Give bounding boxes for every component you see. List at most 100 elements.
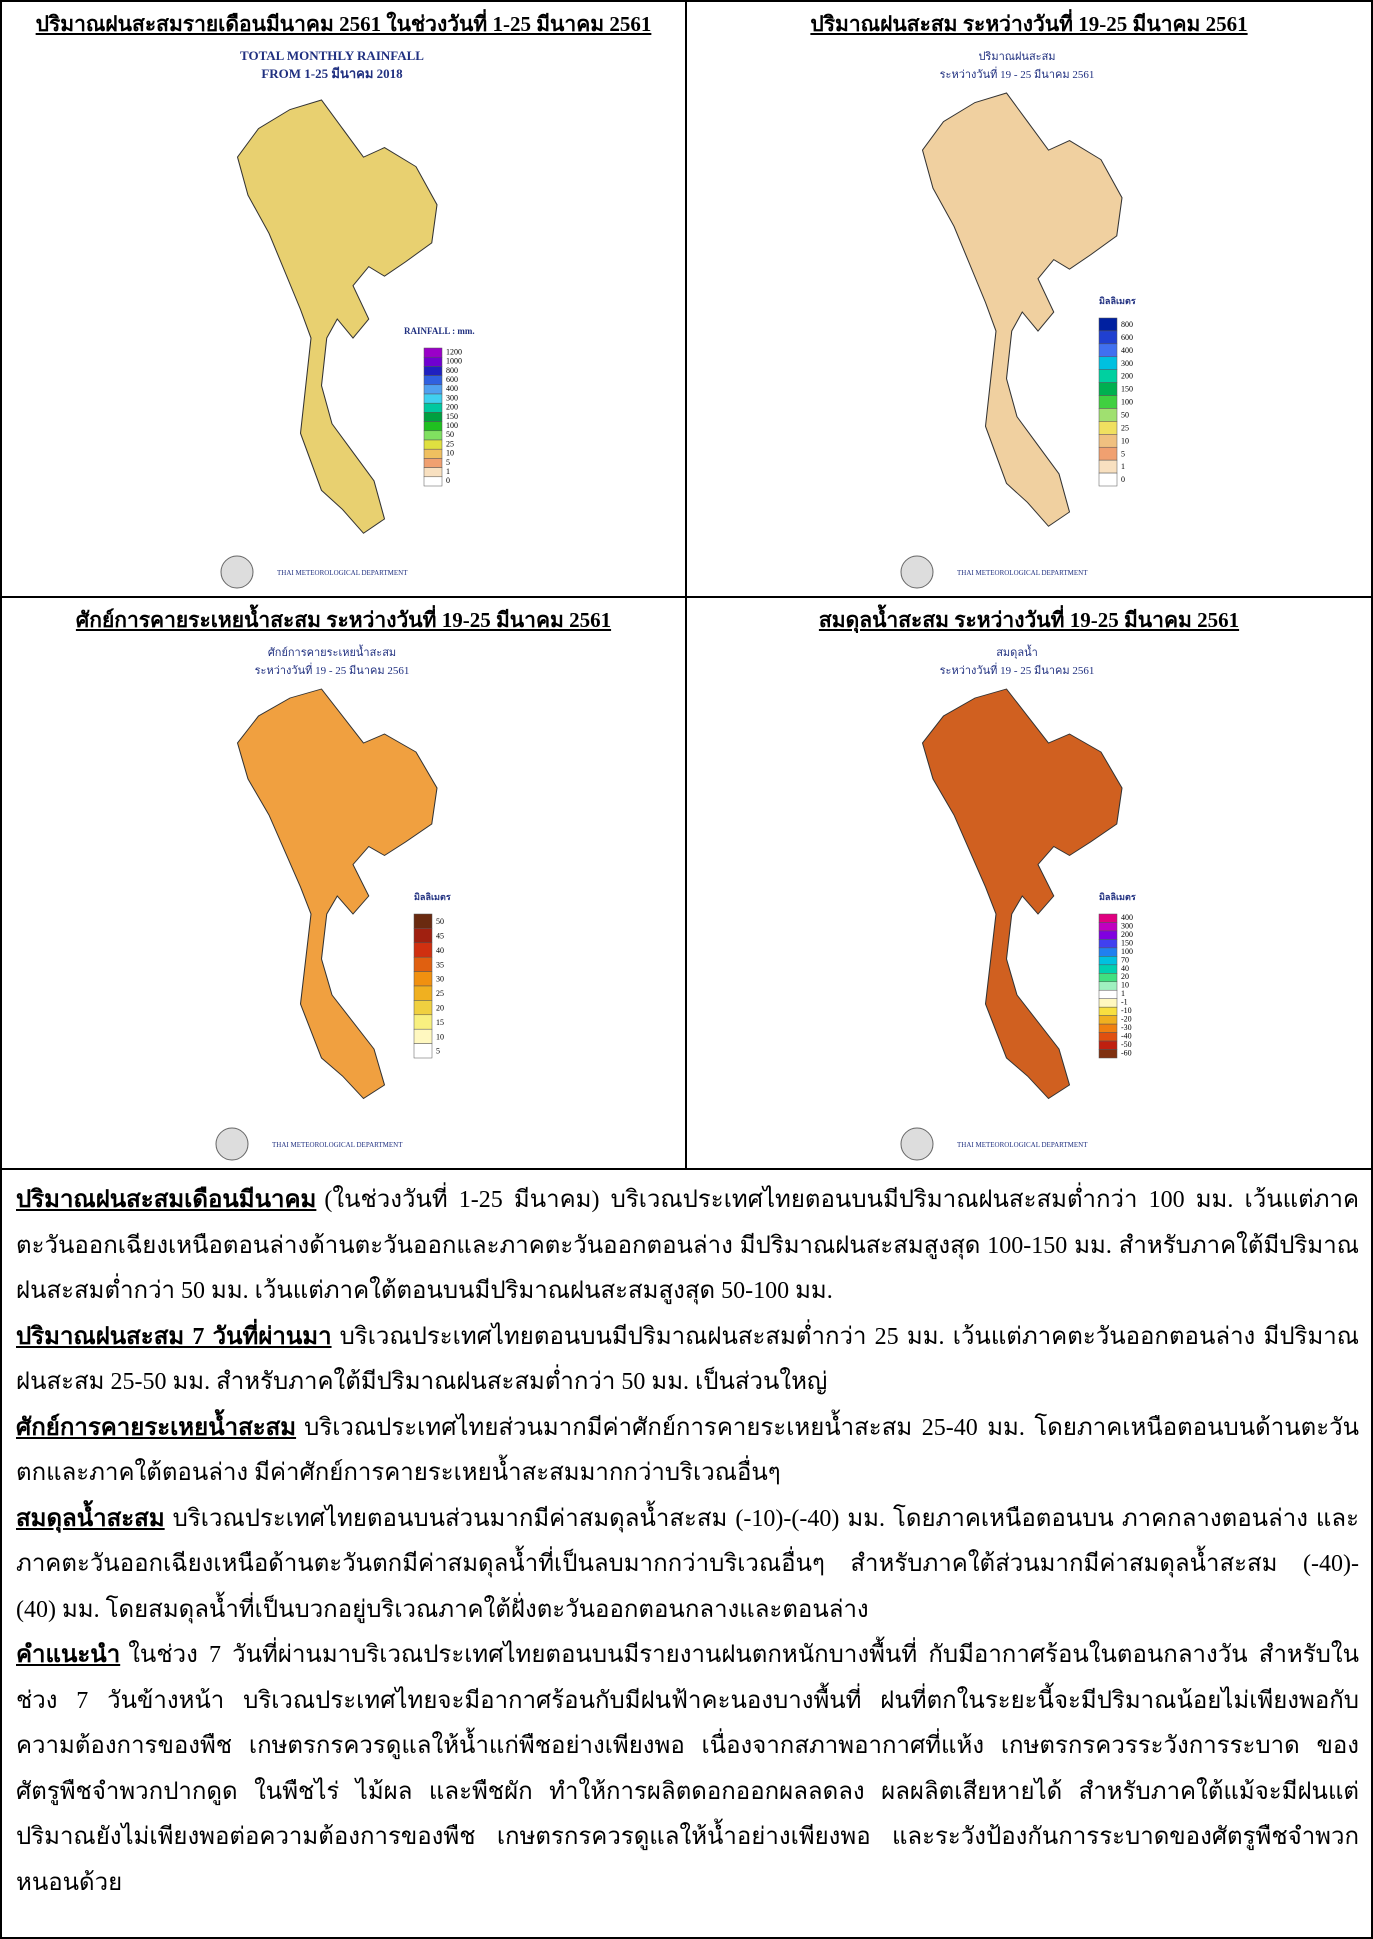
legend-label: -60: [1121, 1048, 1132, 1057]
paragraph-heading: ปริมาณฝนสะสมเดือนมีนาคม: [16, 1187, 317, 1213]
legend-unit: RAINFALL : mm.: [404, 326, 475, 336]
seal: [215, 1127, 249, 1161]
legend-swatch: [1098, 408, 1118, 422]
legend-label: 25: [436, 989, 444, 998]
legend-swatch: [423, 430, 443, 441]
legend-swatch: [423, 375, 443, 386]
legend-label: 300: [1121, 921, 1133, 930]
panel-title: ศักย์การคายระเหยน้ำสะสม ระหว่างวันที่ 19…: [75, 608, 612, 632]
paragraph-body: บริเวณประเทศไทยตอนบนมีปริมาณฝนสะสมต่ำกว่…: [16, 1323, 1360, 1396]
map-title: ระหว่างวันที่ 19 - 25 มีนาคม 2561: [940, 662, 1095, 677]
legend-label: -50: [1121, 1040, 1132, 1049]
paragraph-body: บริเวณประเทศไทยตอนบนส่วนมากมีค่าสมดุลน้ำ…: [16, 1505, 1359, 1623]
legend-swatch: [413, 971, 433, 987]
legend-label: 1000: [446, 357, 462, 366]
paragraph-body: (ในช่วงวันที่ 1-25 มีนาคม) บริเวณประเทศไ…: [16, 1187, 1359, 1304]
legend-swatch: [423, 458, 443, 468]
legend-label: 100: [1121, 398, 1133, 407]
map-title: ระหว่างวันที่ 19 - 25 มีนาคม 2561: [255, 662, 410, 677]
legend-swatch: [1098, 939, 1118, 949]
panel-title: ปริมาณฝนสะสม ระหว่างวันที่ 19-25 มีนาคม …: [810, 12, 1248, 36]
legend-swatch: [423, 402, 443, 413]
panel-title: สมดุลน้ำสะสม ระหว่างวันที่ 19-25 มีนาคม …: [818, 608, 1240, 632]
legend-label: 400: [446, 384, 458, 393]
legend-swatch: [1098, 922, 1118, 932]
legend-swatch: [423, 421, 443, 432]
legend-swatch: [423, 476, 443, 487]
legend-swatch: [1098, 981, 1118, 991]
paragraph: ปริมาณฝนสะสมเดือนมีนาคม (ในช่วงวันที่ 1-2…: [16, 1178, 1359, 1315]
legend-swatch: [423, 384, 443, 395]
legend-swatch: [1098, 989, 1118, 999]
seal: [220, 555, 254, 589]
legend-swatch: [1098, 1006, 1118, 1016]
legend-swatch: [423, 412, 443, 422]
legend-swatch: [413, 1043, 433, 1059]
legend-label: 5: [1121, 449, 1125, 458]
map-shape: [921, 92, 1123, 527]
legend-swatch: [1098, 356, 1118, 370]
legend-swatch: [1098, 330, 1118, 345]
legend-label: 35: [436, 960, 444, 969]
legend-label: 10: [1121, 981, 1129, 990]
legend-label: 800: [446, 366, 458, 375]
paragraph: ศักย์การคายระเหยน้ำสะสม บริเวณประเทศไทยส่…: [16, 1406, 1359, 1497]
seal: [900, 555, 934, 589]
legend-label: 150: [1121, 385, 1133, 394]
legend-label: 1: [1121, 462, 1125, 471]
legend-label: 600: [446, 375, 458, 384]
map-shape: [236, 688, 438, 1100]
legend-swatch: [1098, 930, 1118, 940]
legend-label: -30: [1121, 1023, 1132, 1032]
legend-unit: มิลลิเมตร: [1099, 296, 1136, 306]
legend-swatch: [1098, 369, 1118, 383]
legend-label: 600: [1121, 333, 1133, 342]
legend-label: 150: [446, 412, 458, 421]
legend-label: 800: [1121, 320, 1133, 329]
map-grid: ปริมาณฝนสะสมรายเดือนมีนาคม 2561 ในช่วงวั…: [2, 2, 1371, 1170]
thailand-map: [921, 92, 1123, 527]
legend-label: 40: [436, 946, 444, 955]
legend-swatch: [1098, 1015, 1118, 1025]
map-title: ศักย์การคายระเหยน้ำสะสม: [268, 644, 396, 659]
paragraph-body: ในช่วง 7 วันที่ผ่านมาบริเวณประเทศไทยตอนบ…: [16, 1642, 1359, 1896]
legend-label: 50: [1121, 411, 1129, 420]
legend-label: 1200: [446, 347, 462, 356]
legend-label: 0: [446, 476, 450, 485]
legend-swatch: [423, 439, 443, 450]
legend-swatch: [1098, 343, 1118, 358]
legend-label: 20: [1121, 972, 1129, 981]
legend-swatch: [1098, 459, 1118, 474]
paragraph: สมดุลน้ำสะสม บริเวณประเทศไทยตอนบนส่วนมากม…: [16, 1497, 1359, 1634]
legend-swatch: [423, 366, 443, 376]
legend-swatch: [413, 956, 433, 972]
map-title: ปริมาณฝนสะสม: [978, 51, 1055, 63]
legend-label: 200: [1121, 930, 1133, 939]
legend-label: -40: [1121, 1032, 1132, 1041]
map-title: FROM 1-25 มีนาคม 2018: [261, 66, 403, 81]
legend-swatch: [1098, 446, 1118, 461]
legend-label: -20: [1121, 1015, 1132, 1024]
legend-swatch: [1098, 973, 1118, 983]
legend-swatch: [423, 347, 443, 358]
legend-label: 25: [446, 439, 454, 448]
legend-label: 70: [1121, 955, 1129, 964]
legend-swatch: [413, 1000, 433, 1016]
legend-swatch: [1098, 913, 1118, 923]
map-figure: TOTAL MONTHLY RAINFALL FROM 1-25 มีนาคม 2…: [220, 48, 475, 589]
legend-swatch: [413, 985, 433, 1001]
legend-swatch: [1098, 998, 1118, 1008]
legend-label: 15: [436, 1018, 444, 1027]
map-panel: สมดุลน้ำสะสม ระหว่างวันที่ 19-25 มีนาคม …: [687, 598, 1371, 1170]
panel-title: ปริมาณฝนสะสมรายเดือนมีนาคม 2561 ในช่วงวั…: [35, 12, 652, 36]
legend-label: 20: [436, 1003, 444, 1012]
legend-label: 200: [446, 403, 458, 412]
legend-unit: มิลลิเมตร: [1099, 892, 1136, 902]
paragraph-heading: คำแนะนำ: [16, 1642, 121, 1668]
legend-label: -1: [1121, 998, 1128, 1007]
map-title: ระหว่างวันที่ 19 - 25 มีนาคม 2561: [940, 66, 1095, 81]
paragraph: คำแนะนำ ในช่วง 7 วันที่ผ่านมาบริเวณประเทศ…: [16, 1633, 1359, 1906]
legend-swatch: [1098, 421, 1118, 435]
